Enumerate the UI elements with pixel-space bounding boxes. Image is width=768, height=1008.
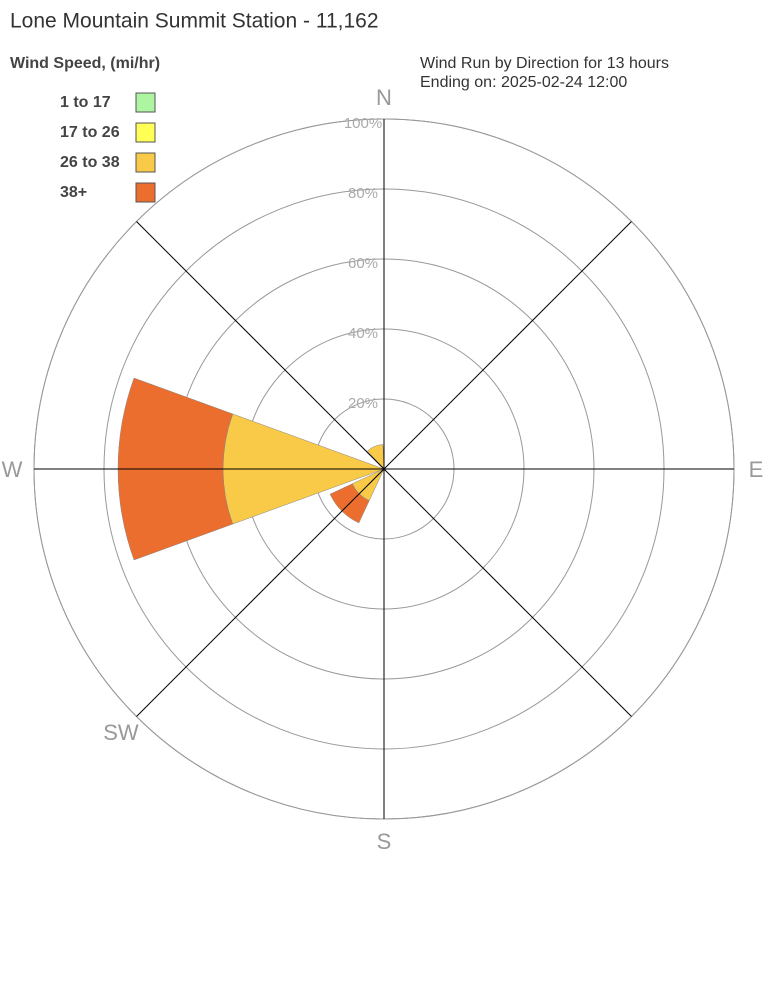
legend-swatch (135, 92, 156, 113)
subtitle: Wind Run by Direction for 13 hours (420, 55, 669, 72)
spoke (136, 221, 385, 470)
subtitle: Ending on: 2025-02-24 12:00 (420, 74, 627, 91)
direction-label: S (377, 829, 392, 854)
ring-label: 40% (348, 325, 378, 342)
legend-label: 17 to 26 (60, 124, 120, 141)
wind-sector (367, 444, 385, 470)
ring-label: 60% (348, 255, 378, 272)
direction-label: W (2, 457, 23, 482)
direction-label: E (749, 457, 764, 482)
spoke (136, 468, 385, 717)
legend-label: 26 to 38 (60, 154, 120, 171)
legend-swatch (135, 152, 156, 173)
spokes (34, 119, 734, 819)
spoke (383, 468, 632, 717)
legend-swatch (135, 122, 156, 143)
legend-swatch (135, 182, 156, 203)
spoke (383, 221, 632, 470)
direction-label: N (376, 85, 392, 110)
legend-label: 1 to 17 (60, 94, 111, 111)
legend-title: Wind Speed, (mi/hr) (10, 55, 160, 72)
direction-label: SW (103, 720, 139, 745)
chart-title: Lone Mountain Summit Station - 11,162 (10, 10, 379, 33)
ring-label: 80% (348, 185, 378, 202)
ring-label: 20% (348, 395, 378, 412)
legend-label: 38+ (60, 184, 87, 201)
ring-label: 100% (344, 115, 382, 132)
